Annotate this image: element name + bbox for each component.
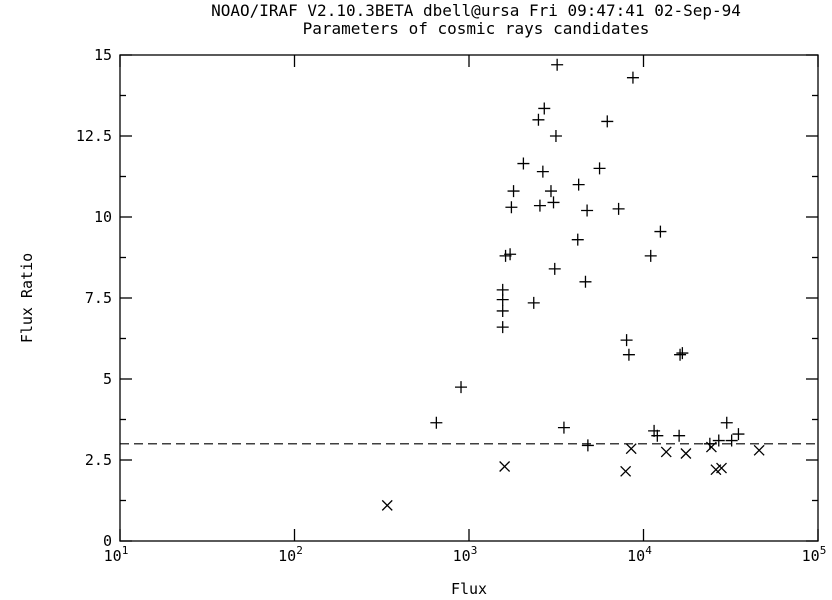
y-tick-label: 5 — [103, 370, 112, 388]
plus-marker — [533, 199, 546, 212]
plus-marker — [676, 347, 689, 360]
x-axis-label: Flux — [451, 580, 487, 598]
cross-marker — [660, 446, 672, 458]
plus-marker — [504, 248, 517, 261]
y-tick-label: 12.5 — [76, 127, 112, 145]
plot-header-line2: Parameters of cosmic rays candidates — [302, 19, 650, 38]
plus-marker — [601, 115, 614, 128]
plus-marker — [654, 225, 667, 238]
cross-marker — [381, 499, 393, 511]
plus-marker — [648, 424, 661, 437]
cross-marker — [625, 443, 637, 455]
plus-marker — [612, 202, 625, 215]
y-axis-label: Flux Ratio — [18, 253, 36, 343]
plus-marker — [527, 296, 540, 309]
plus-marker — [626, 71, 639, 84]
cross-marker — [753, 444, 765, 456]
plot-header-line1: NOAO/IRAF V2.10.3BETA dbell@ursa Fri 09:… — [211, 1, 741, 20]
plus-marker — [536, 165, 549, 178]
plus-marker — [622, 348, 635, 361]
plot-frame — [119, 54, 819, 542]
cross-marker — [499, 461, 511, 472]
plus-marker — [505, 201, 518, 214]
plus-marker — [547, 196, 560, 209]
plus-marker — [496, 304, 509, 317]
cross-marker — [705, 441, 717, 453]
plus-marker — [572, 178, 585, 191]
data-points — [381, 58, 765, 511]
plus-marker — [725, 434, 738, 447]
plus-marker — [579, 275, 592, 288]
plus-marker — [712, 434, 725, 447]
plus-marker — [496, 321, 509, 334]
plus-marker — [507, 185, 520, 198]
plus-marker — [674, 348, 687, 361]
plus-marker — [455, 381, 468, 394]
plus-marker — [620, 334, 633, 347]
plus-marker — [548, 262, 561, 275]
plus-marker — [644, 249, 657, 262]
x-tick-label: 101 — [104, 544, 129, 565]
plus-marker — [581, 204, 594, 217]
plus-marker — [551, 58, 564, 71]
axis-ticks — [119, 54, 819, 542]
y-tick-label: 2.5 — [85, 451, 112, 469]
plus-marker — [732, 428, 745, 441]
plus-marker — [496, 283, 509, 296]
plus-marker — [517, 157, 530, 170]
plus-marker — [673, 429, 686, 442]
cross-marker — [716, 462, 727, 474]
plus-marker — [549, 130, 562, 142]
plus-marker — [581, 439, 594, 452]
x-tick-label: 104 — [627, 544, 652, 565]
plus-marker — [538, 102, 551, 115]
cross-marker — [620, 465, 632, 477]
plus-marker — [532, 113, 545, 126]
plus-marker — [544, 185, 557, 198]
plus-marker — [557, 421, 570, 434]
plus-marker — [720, 416, 733, 429]
plus-marker — [430, 416, 443, 429]
y-tick-label: 0 — [103, 532, 112, 550]
plus-marker — [593, 162, 606, 175]
y-tick-label: 7.5 — [85, 289, 112, 307]
cross-marker — [680, 448, 692, 459]
plus-marker — [651, 429, 664, 442]
plus-marker — [571, 233, 584, 246]
y-tick-label: 10 — [94, 208, 112, 226]
tick-labels: 101 102 103 104 105 0 2.5 5 7.5 10 12.5 15 — [76, 46, 826, 565]
y-tick-label: 15 — [94, 46, 112, 64]
x-tick-label: 103 — [453, 544, 478, 565]
x-tick-label: 105 — [802, 544, 827, 565]
x-tick-label: 102 — [278, 544, 303, 565]
